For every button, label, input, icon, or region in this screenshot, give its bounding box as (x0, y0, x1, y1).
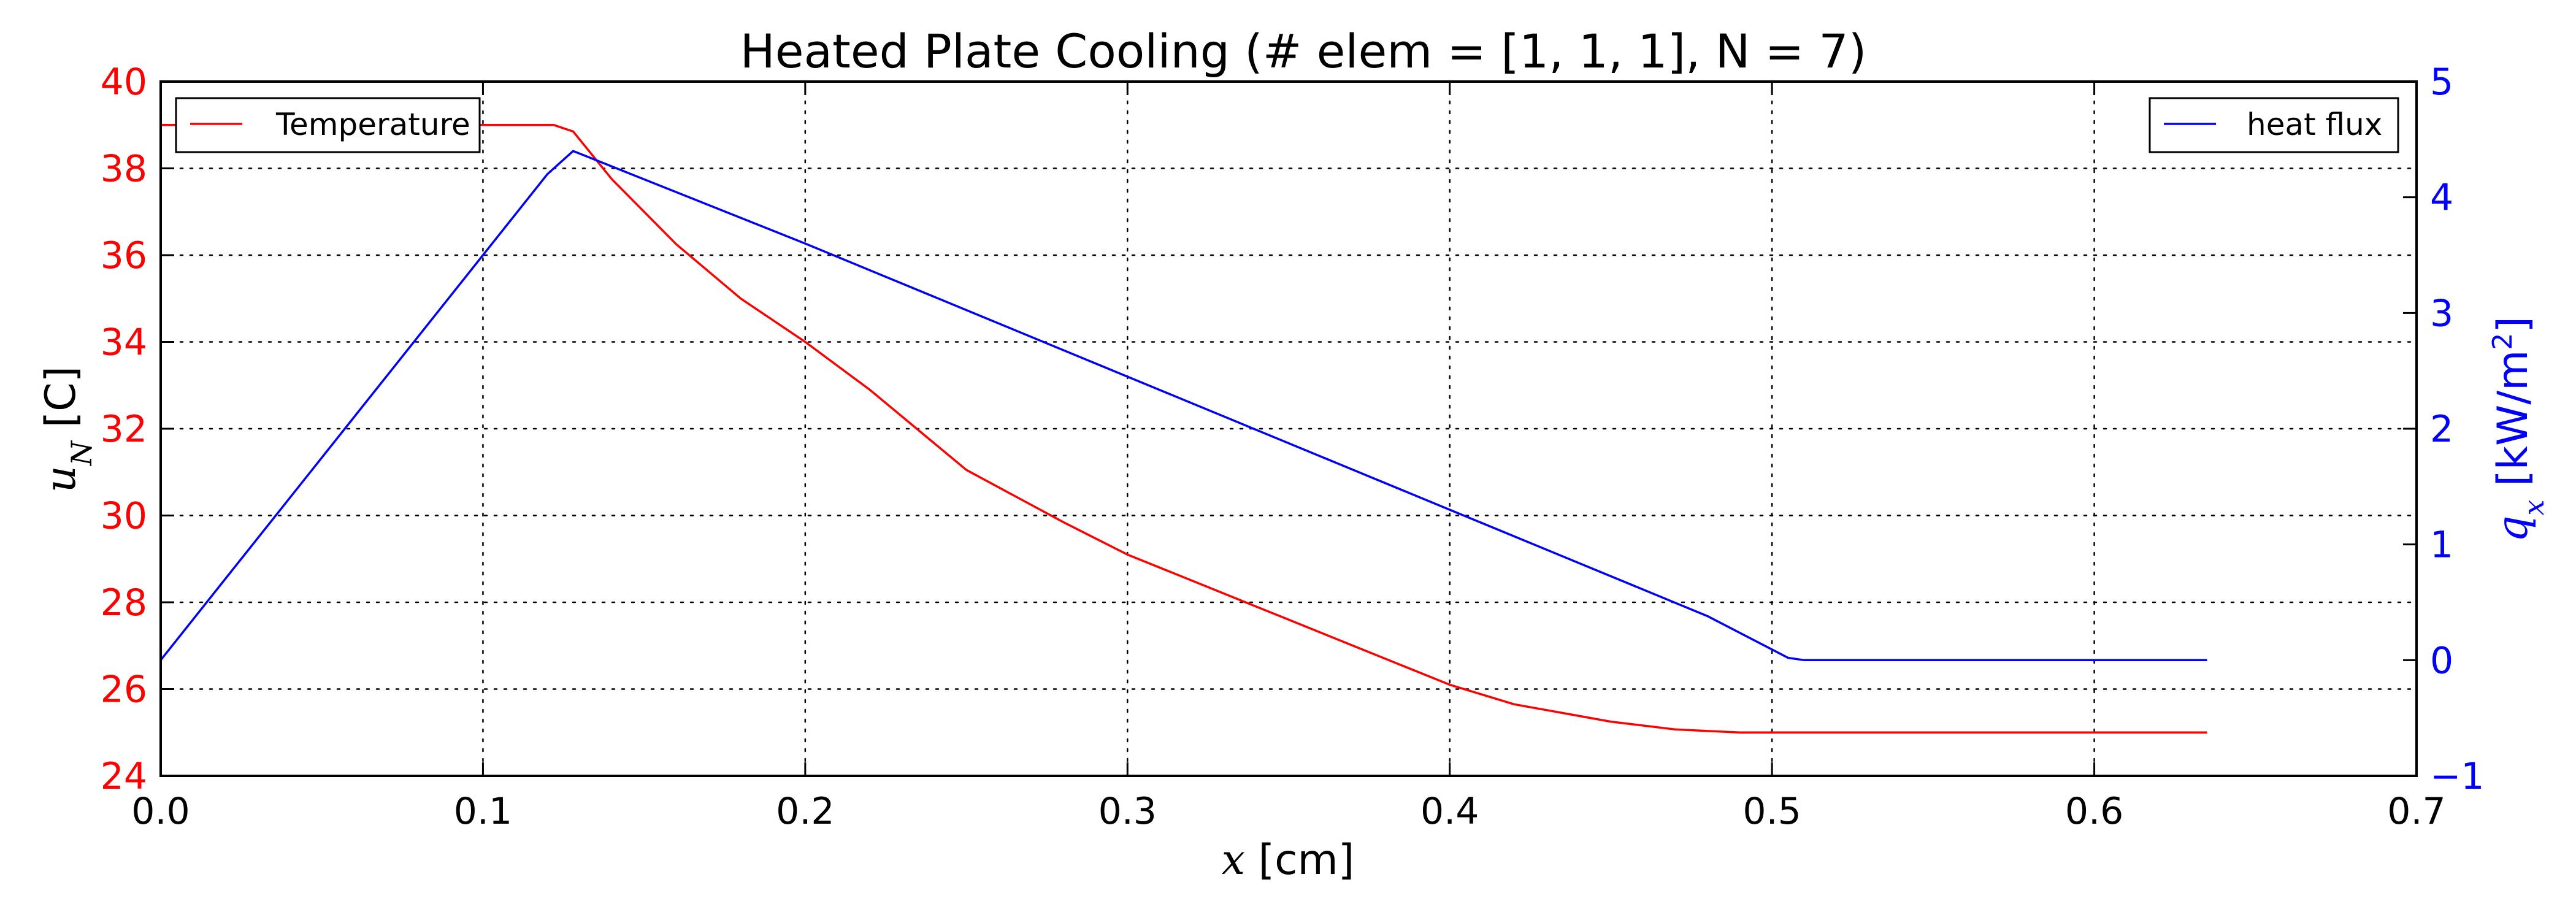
y-left-tick-label: 38 (101, 148, 147, 191)
legend-heat-flux: heat flux (2149, 97, 2399, 153)
y-left-sub: N (65, 440, 98, 466)
y-right-tick-label: −1 (2430, 755, 2484, 798)
y-left-tick-label: 28 (101, 581, 147, 624)
y-right-tick-label: 2 (2430, 408, 2453, 451)
x-tick-label: 0.2 (776, 790, 834, 833)
x-axis-label: x [cm] (1222, 836, 1355, 884)
y-right-tick-label: 4 (2430, 177, 2453, 220)
x-tick-label: 0.4 (1420, 790, 1479, 833)
y-left-tick-label: 26 (101, 669, 147, 711)
legend-heat-flux-label: heat flux (2247, 107, 2382, 142)
y-left-tick-label: 36 (101, 234, 147, 277)
y-left-tick-label: 40 (101, 61, 147, 104)
series-lines (161, 124, 2207, 734)
y-left-unit: [C] (37, 366, 85, 441)
legend-temperature: Temperature (175, 97, 481, 153)
heat-flux-line (161, 150, 2207, 662)
y-right-axis-label: qx [kW/m2] (2487, 316, 2551, 542)
y-left-tick-label: 24 (101, 755, 147, 798)
y-axis-left: 24 26 28 30 32 34 36 38 40 (101, 61, 174, 798)
chart-title: Heated Plate Cooling (# elem = [1, 1, 1]… (740, 24, 1867, 79)
x-tick-label: 0.6 (2065, 790, 2123, 833)
y-left-var: u (37, 466, 85, 493)
gridlines (159, 80, 2418, 777)
y-right-tick-label: 3 (2430, 292, 2453, 335)
x-tick-label: 0.0 (131, 790, 190, 833)
x-axis-var: x (1222, 836, 1245, 884)
x-tick-label: 0.5 (1742, 790, 1801, 833)
y-axis-right: −1 0 1 2 3 4 5 (2403, 61, 2484, 798)
y-right-tick-label: 0 (2430, 639, 2453, 682)
y-right-sub: x (2517, 499, 2550, 515)
x-axis-unit: [cm] (1245, 836, 1354, 884)
x-axis: 0.0 0.1 0.2 0.3 0.4 0.5 0.6 0.7 (131, 82, 2446, 833)
legend-heat-flux-box (2149, 97, 2399, 153)
legend-temperature-box (175, 97, 481, 153)
temperature-line (161, 124, 2207, 734)
y-right-tick-label: 5 (2430, 61, 2453, 104)
legend-temperature-label: Temperature (275, 107, 470, 142)
y-right-unit-post: ] (2489, 316, 2537, 333)
x-tick-label: 0.7 (2387, 790, 2445, 833)
x-tick-label: 0.3 (1098, 790, 1157, 833)
y-right-unit-pre: [kW/m (2489, 350, 2537, 500)
y-right-unit-sup: 2 (2487, 333, 2518, 350)
y-left-axis-label: uN [C] (37, 366, 98, 493)
y-left-tick-label: 32 (101, 408, 147, 451)
y-right-var: q (2489, 515, 2537, 542)
x-tick-label: 0.1 (454, 790, 512, 833)
y-right-tick-label: 1 (2430, 524, 2453, 567)
y-left-tick-label: 30 (101, 495, 147, 538)
y-left-tick-label: 34 (101, 321, 147, 364)
